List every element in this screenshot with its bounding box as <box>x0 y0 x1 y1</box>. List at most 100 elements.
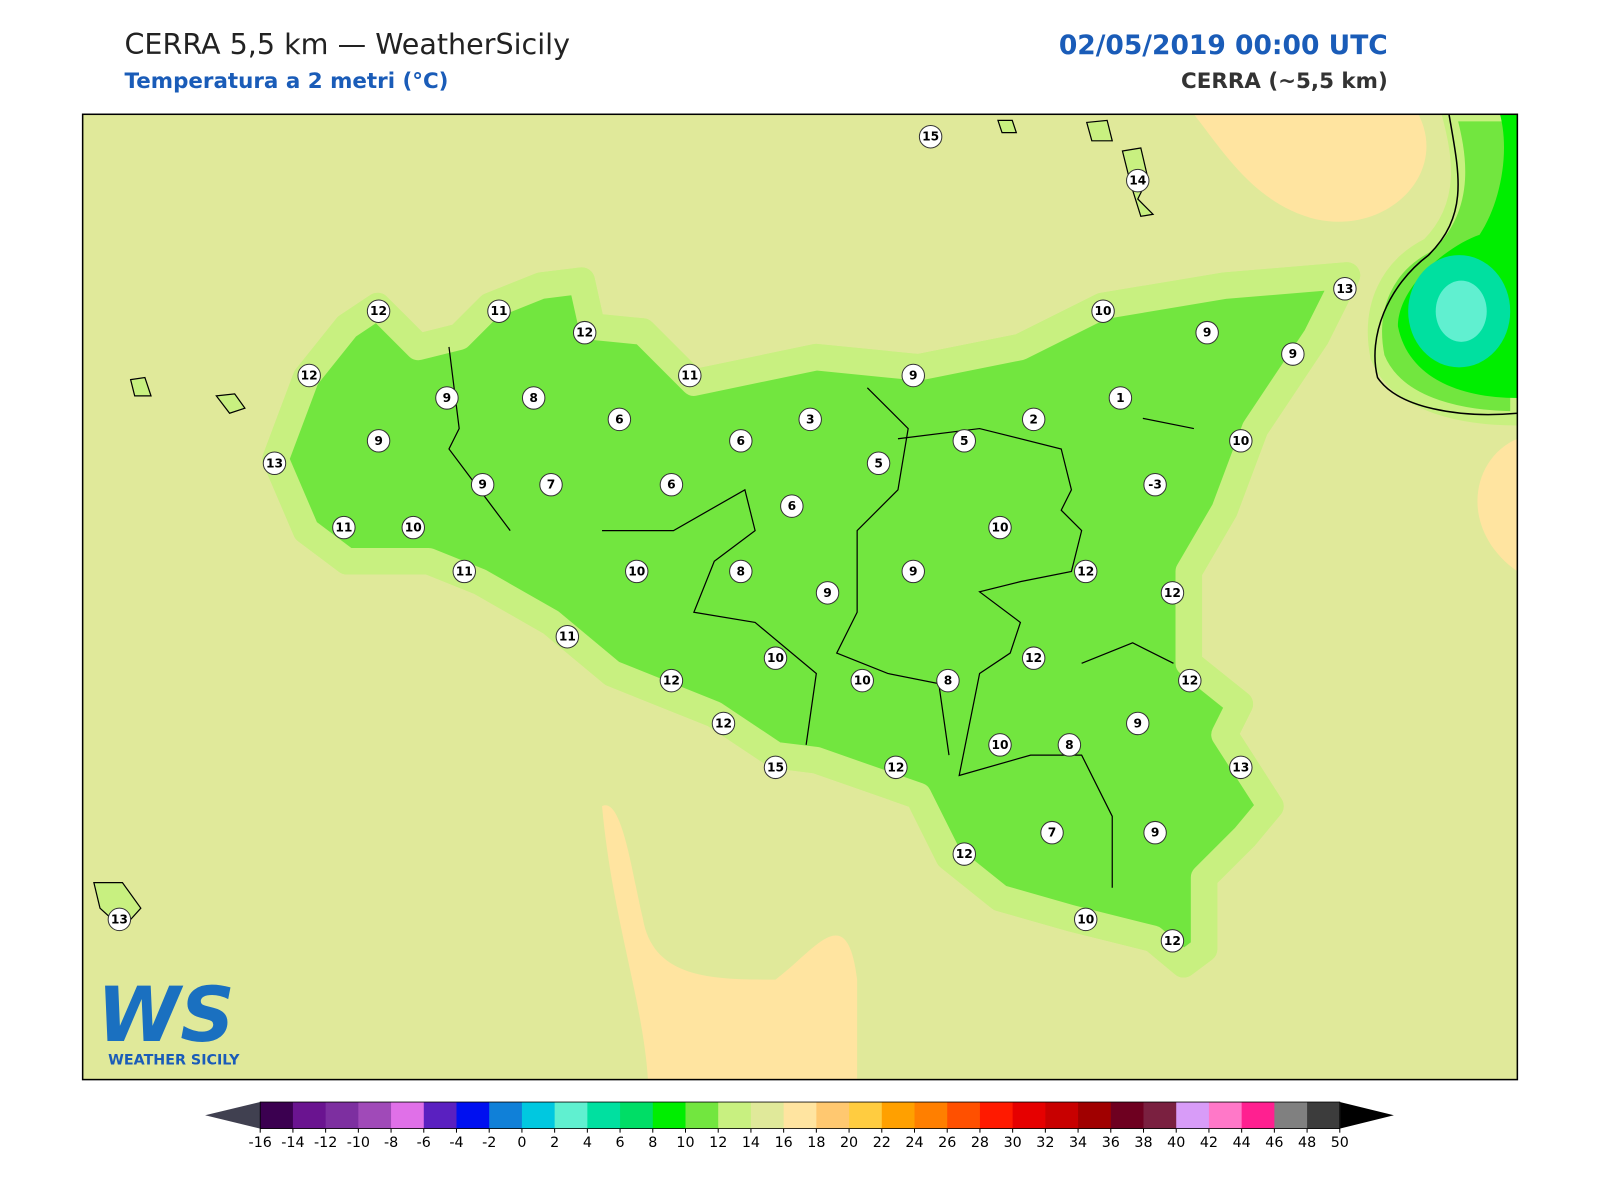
colorbar-cell <box>881 1102 916 1129</box>
map-frame <box>81 113 1519 1081</box>
station-marker <box>659 668 684 693</box>
station: 9 <box>901 559 925 584</box>
colorbar-tick-label: 44 <box>1233 1135 1251 1151</box>
colorbar-cell <box>260 1102 294 1129</box>
station: 11 <box>555 625 580 649</box>
colorbar-cell <box>1241 1102 1275 1129</box>
colorbar-tick-label: 48 <box>1298 1135 1316 1151</box>
station-marker <box>107 907 132 932</box>
station: 10 <box>988 515 1012 540</box>
station-marker <box>1178 668 1202 693</box>
warm-area <box>1477 438 1518 572</box>
colorbar-cell <box>587 1102 621 1129</box>
station-marker <box>1126 168 1150 193</box>
station-marker <box>988 733 1012 757</box>
colorbar-tick-label: 16 <box>775 1135 793 1151</box>
title: CERRA 5,5 km — WeatherSicily <box>124 27 570 61</box>
station-marker <box>918 125 943 149</box>
colorbar-tick-label: -2 <box>482 1135 496 1151</box>
station-value: 13 <box>111 912 128 926</box>
station-marker <box>366 299 391 323</box>
station-marker <box>332 515 356 540</box>
station: 8 <box>521 386 546 410</box>
station: 6 <box>729 429 753 453</box>
station-marker <box>659 472 684 497</box>
station-marker <box>1073 907 1098 932</box>
station-marker <box>297 363 321 388</box>
station-value: 13 <box>266 456 283 470</box>
station: 12 <box>884 755 908 780</box>
station-value: 5 <box>960 434 969 448</box>
colorbar-cell <box>391 1102 425 1129</box>
station: 6 <box>607 407 632 432</box>
station-value: 12 <box>956 847 973 861</box>
colorbar-tick-label: 40 <box>1167 1135 1185 1151</box>
station-value: 12 <box>1077 564 1094 578</box>
station: 7 <box>539 472 563 497</box>
station-value: 10 <box>991 521 1008 535</box>
colorbar-tick-label: 22 <box>873 1135 891 1151</box>
colorbar-tick-label: 42 <box>1200 1135 1218 1151</box>
station: 13 <box>107 907 132 932</box>
station: 10 <box>763 646 788 670</box>
station-value: 1 <box>1116 391 1125 405</box>
station-marker <box>1143 472 1167 497</box>
station: 15 <box>763 755 788 780</box>
station-value: 14 <box>1129 174 1146 188</box>
station-value: 10 <box>767 651 784 665</box>
colorbar-cell <box>1078 1102 1112 1129</box>
station-value: 2 <box>1029 412 1038 426</box>
station: 6 <box>780 494 804 518</box>
colorbar-tick-label: -10 <box>347 1135 370 1151</box>
station-value: 9 <box>443 391 452 405</box>
province-borders <box>448 346 1194 888</box>
station-marker <box>1229 429 1253 453</box>
station: 12 <box>1073 559 1098 584</box>
station: 9 <box>901 363 925 388</box>
station-value: 11 <box>681 369 698 383</box>
station-value: 10 <box>405 521 422 535</box>
station-value: 6 <box>788 499 797 513</box>
station-value: 13 <box>1336 282 1353 296</box>
colorbar-cell <box>685 1102 719 1129</box>
colorbar-tick-label: 28 <box>971 1135 989 1151</box>
station-value: 12 <box>715 716 732 730</box>
station: 13 <box>1333 277 1357 301</box>
station-value: 10 <box>854 674 871 688</box>
station: 8 <box>729 559 753 584</box>
station-value: 12 <box>1164 586 1181 600</box>
logo: WS WEATHER SICILY <box>97 971 240 1068</box>
model: CERRA (~5,5 km) <box>1181 69 1388 94</box>
station-marker <box>470 472 495 497</box>
station-marker <box>262 451 287 475</box>
colorbar-tick-label: 50 <box>1331 1135 1349 1151</box>
station: 7 <box>1040 820 1064 845</box>
station-value: 10 <box>1077 912 1094 926</box>
station-value: 9 <box>1133 716 1142 730</box>
colorbar-cell <box>750 1102 785 1129</box>
logo-text: WEATHER SICILY <box>108 1052 240 1068</box>
station-marker <box>452 559 477 584</box>
colorbar-tick-label: -14 <box>281 1135 304 1151</box>
station-marker <box>521 386 546 410</box>
station: 9 <box>435 386 459 410</box>
station-value: 10 <box>1232 434 1249 448</box>
station: 9 <box>1281 342 1305 366</box>
station: 5 <box>866 451 891 475</box>
colorbar-cell <box>358 1102 392 1129</box>
station-value: 15 <box>922 130 939 144</box>
station: 11 <box>332 515 356 540</box>
station: 13 <box>1229 755 1253 780</box>
station-value: 10 <box>628 564 645 578</box>
station-marker <box>539 472 563 497</box>
station: 6 <box>659 472 684 497</box>
colorbar-tick-label: 26 <box>938 1135 956 1151</box>
station-marker <box>678 363 702 388</box>
islands <box>93 119 1155 930</box>
station-value: 11 <box>456 564 473 578</box>
station-value: 9 <box>909 369 918 383</box>
station-marker <box>901 363 925 388</box>
station: 12 <box>572 320 597 345</box>
contour <box>1435 280 1487 342</box>
station-marker <box>366 429 391 453</box>
